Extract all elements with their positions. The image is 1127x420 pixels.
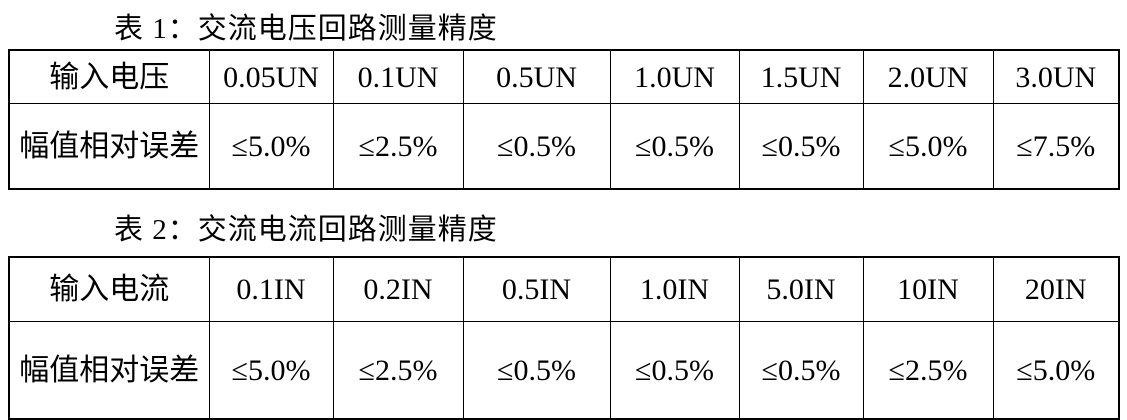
voltage-level-cell: 0.05UN bbox=[208, 49, 334, 104]
row-header-input-voltage: 输入电压 bbox=[8, 49, 210, 104]
voltage-level-cell: 3.0UN bbox=[992, 49, 1120, 104]
table-1-caption: 表 1：交流电压回路测量精度 bbox=[114, 13, 498, 45]
error-value-cell: ≤2.5% bbox=[332, 103, 464, 190]
error-value-cell: ≤5.0% bbox=[208, 103, 334, 190]
table-row: 幅值相对误差 ≤5.0% ≤2.5% ≤0.5% ≤0.5% ≤0.5% ≤5.… bbox=[8, 103, 1120, 190]
error-value-cell: ≤0.5% bbox=[462, 321, 611, 420]
voltage-level-cell: 1.5UN bbox=[738, 49, 864, 104]
error-value-cell: ≤5.0% bbox=[992, 321, 1120, 420]
error-value-cell: ≤0.5% bbox=[609, 103, 740, 190]
table-row: 幅值相对误差 ≤5.0% ≤2.5% ≤0.5% ≤0.5% ≤0.5% ≤2.… bbox=[8, 321, 1120, 420]
current-level-cell: 0.5IN bbox=[462, 256, 611, 322]
voltage-accuracy-table: 输入电压 0.05UN 0.1UN 0.5UN 1.0UN 1.5UN 2.0U… bbox=[8, 49, 1120, 190]
voltage-level-cell: 0.1UN bbox=[332, 49, 464, 104]
row-header-amplitude-error: 幅值相对误差 bbox=[8, 103, 210, 190]
error-value-cell: ≤0.5% bbox=[738, 321, 864, 420]
error-value-cell: ≤2.5% bbox=[862, 321, 994, 420]
current-level-cell: 0.1IN bbox=[208, 256, 334, 322]
error-value-cell: ≤7.5% bbox=[992, 103, 1120, 190]
voltage-level-cell: 1.0UN bbox=[609, 49, 740, 104]
current-level-cell: 1.0IN bbox=[609, 256, 740, 322]
error-value-cell: ≤2.5% bbox=[332, 321, 464, 420]
voltage-level-cell: 0.5UN bbox=[462, 49, 611, 104]
row-header-input-current: 输入电流 bbox=[8, 256, 210, 322]
row-header-amplitude-error: 幅值相对误差 bbox=[8, 321, 210, 420]
current-level-cell: 0.2IN bbox=[332, 256, 464, 322]
current-level-cell: 5.0IN bbox=[738, 256, 864, 322]
current-level-cell: 20IN bbox=[992, 256, 1120, 322]
current-level-cell: 10IN bbox=[862, 256, 994, 322]
error-value-cell: ≤0.5% bbox=[609, 321, 740, 420]
voltage-level-cell: 2.0UN bbox=[862, 49, 994, 104]
error-value-cell: ≤5.0% bbox=[862, 103, 994, 190]
table-row: 输入电流 0.1IN 0.2IN 0.5IN 1.0IN 5.0IN 10IN … bbox=[8, 256, 1120, 322]
table-2-caption: 表 2：交流电流回路测量精度 bbox=[114, 214, 498, 246]
error-value-cell: ≤5.0% bbox=[208, 321, 334, 420]
error-value-cell: ≤0.5% bbox=[738, 103, 864, 190]
error-value-cell: ≤0.5% bbox=[462, 103, 611, 190]
table-row: 输入电压 0.05UN 0.1UN 0.5UN 1.0UN 1.5UN 2.0U… bbox=[8, 49, 1120, 104]
current-accuracy-table: 输入电流 0.1IN 0.2IN 0.5IN 1.0IN 5.0IN 10IN … bbox=[8, 256, 1120, 420]
